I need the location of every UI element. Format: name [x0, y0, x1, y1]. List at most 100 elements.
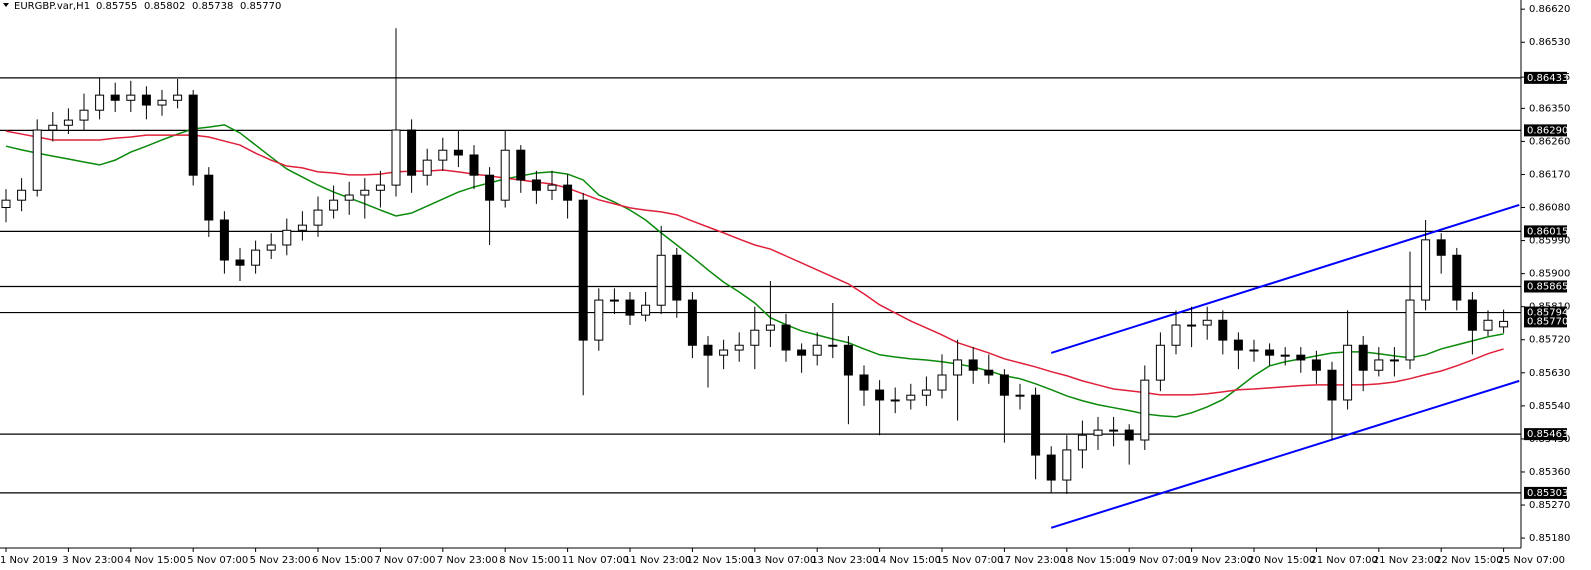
candle-body: [1405, 299, 1415, 361]
x-tick-label: 19 Nov 23:00: [1186, 555, 1253, 566]
candle-body: [500, 149, 510, 201]
candle-body: [781, 324, 791, 351]
x-tick-label: 3 Nov 23:00: [62, 555, 123, 566]
candle-body: [173, 94, 183, 101]
y-tick-label: 0.85270: [1529, 500, 1570, 511]
candle-body: [672, 254, 682, 301]
trend-line: [1050, 379, 1520, 529]
y-tick-label: 0.86530: [1529, 37, 1570, 48]
candle-body: [188, 94, 198, 176]
candle-body: [906, 394, 916, 401]
candle-body: [953, 359, 963, 376]
y-tick-label: 0.85990: [1529, 236, 1570, 247]
x-tick-label: 4 Nov 15:00: [125, 555, 186, 566]
candle-body: [32, 129, 42, 191]
x-tick-label: 15 Nov 07:00: [936, 555, 1003, 566]
x-tick-label: 20 Nov 15:00: [1248, 555, 1315, 566]
level-label: 0.85794: [1527, 308, 1568, 319]
candle-body: [578, 199, 588, 341]
candle-body: [703, 344, 713, 356]
level-label-box: [1524, 71, 1567, 84]
candle-body: [1467, 299, 1477, 331]
candle-body: [1436, 239, 1446, 256]
level-label: 0.86015: [1527, 226, 1568, 237]
candle-body: [1046, 454, 1056, 481]
candle-body: [235, 259, 245, 266]
candle-body: [375, 184, 385, 191]
x-tick-label: 13 Nov 23:00: [811, 555, 878, 566]
x-tick-label: 19 Nov 07:00: [1123, 555, 1190, 566]
candle-body: [1343, 344, 1353, 401]
candle-body: [219, 219, 229, 261]
level-label: 0.85865: [1527, 281, 1568, 292]
moving-average: [5, 124, 1504, 418]
candle-body: [1499, 320, 1509, 328]
level-label: 0.86433: [1527, 73, 1568, 84]
candle-body: [1093, 429, 1103, 436]
candle-body: [1077, 434, 1087, 451]
candle-body: [547, 184, 557, 191]
symbol-title: EURGBP.var,H1: [14, 1, 90, 12]
candle-body: [1421, 239, 1431, 301]
x-tick-label: 5 Nov 23:00: [250, 555, 311, 566]
candle-body: [859, 374, 869, 391]
x-tick-label: 13 Nov 07:00: [749, 555, 816, 566]
candle-body: [812, 344, 822, 356]
x-tick-label: 21 Nov 23:00: [1373, 555, 1440, 566]
candle-body: [1187, 324, 1197, 327]
candle-body: [469, 154, 479, 176]
y-tick-label: 0.85540: [1529, 401, 1570, 412]
candle-body: [1015, 394, 1025, 397]
candle-body: [1124, 429, 1134, 441]
candle-body: [750, 329, 760, 346]
level-label-box: [1524, 280, 1567, 293]
level-label-box: [1524, 486, 1567, 499]
candle-body: [360, 189, 370, 196]
candle-body: [1296, 354, 1306, 361]
candle-body: [875, 389, 885, 401]
candle-body: [921, 389, 931, 396]
candle-body: [828, 344, 838, 347]
header-value: 0.85770: [240, 1, 281, 12]
candle-body: [485, 174, 495, 201]
level-label: 0.85463: [1527, 429, 1568, 440]
y-tick-label: 0.86620: [1529, 4, 1570, 15]
candle-body: [251, 249, 261, 266]
level-label-box: [1524, 124, 1567, 137]
candle-body: [110, 94, 120, 101]
y-tick-label: 0.86260: [1529, 136, 1570, 147]
candle-body: [1202, 319, 1212, 326]
candle-body: [563, 184, 573, 201]
x-tick-label: 14 Nov 15:00: [874, 555, 941, 566]
candle-body: [1, 199, 11, 209]
x-tick-label: 7 Nov 07:00: [374, 555, 435, 566]
x-tick-label: 18 Nov 15:00: [1061, 555, 1128, 566]
candle-body: [1140, 379, 1150, 441]
header-value: 0.85755: [96, 1, 137, 12]
candle-body: [1171, 324, 1181, 346]
candle-body: [594, 299, 604, 341]
candle-body: [765, 324, 775, 331]
x-tick-label: 11 Nov 07:00: [562, 555, 629, 566]
candle-body: [1155, 344, 1165, 381]
candle-body: [1452, 254, 1462, 301]
y-tick-label: 0.86080: [1529, 203, 1570, 214]
candle-body: [516, 149, 526, 181]
candle-body: [438, 149, 448, 161]
candle-body: [1358, 344, 1368, 371]
candle-body: [297, 224, 307, 231]
x-tick-label: 8 Nov 15:00: [499, 555, 560, 566]
candle-body: [687, 299, 697, 346]
candle-body: [531, 179, 541, 191]
x-tick-label: 1 Nov 2019: [0, 555, 58, 566]
y-tick-label: 0.85360: [1529, 467, 1570, 478]
candle-body: [1218, 319, 1228, 341]
header-value: 0.85738: [192, 1, 233, 12]
y-tick-label: 0.85630: [1529, 368, 1570, 379]
level-label: 0.85303: [1527, 488, 1568, 499]
x-tick-label: 7 Nov 23:00: [437, 555, 498, 566]
candle-body: [843, 344, 853, 376]
candle-body: [344, 194, 354, 201]
candle-body: [1483, 319, 1493, 331]
